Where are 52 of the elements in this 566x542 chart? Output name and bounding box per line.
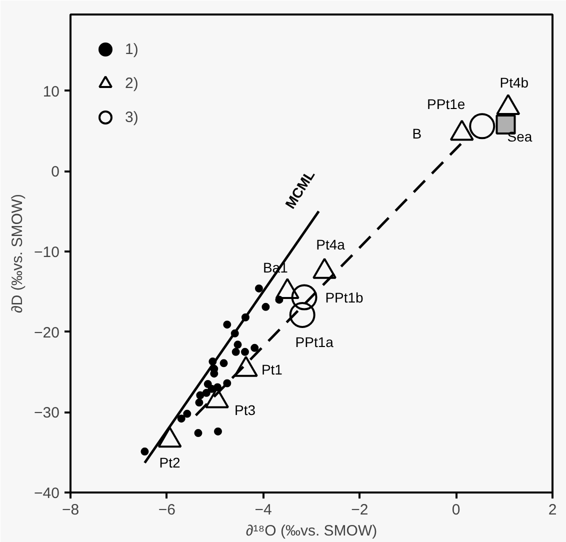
point <box>140 448 149 456</box>
legend-label: 1) <box>125 40 140 58</box>
point <box>223 379 232 388</box>
point <box>254 284 263 292</box>
point <box>202 388 210 397</box>
point <box>240 348 249 356</box>
annotation: Pt2 <box>159 454 181 470</box>
annotation: Pt4b <box>500 74 529 91</box>
y-axis-title: ∂D (‰vs. SMOW) <box>9 194 26 314</box>
annotation: PPt1a <box>295 334 334 350</box>
annotation: PPt1e <box>427 96 466 112</box>
point <box>204 380 212 388</box>
point <box>177 414 186 423</box>
annotation: Pt3 <box>234 402 256 418</box>
annotation: PPt1b <box>325 289 364 306</box>
y-tick-label: 10 <box>42 83 60 100</box>
point <box>230 329 239 338</box>
annotation: B <box>412 125 422 142</box>
x-tick-label: −2 <box>351 502 368 518</box>
point <box>194 429 202 438</box>
annotation: Pt4a <box>316 236 346 253</box>
point <box>241 313 250 322</box>
x-tick-label: 2 <box>548 502 557 518</box>
legend-label: 2) <box>125 74 140 92</box>
point <box>220 359 228 368</box>
y-tick-label: −10 <box>34 244 60 261</box>
point <box>214 383 222 392</box>
x-tick-label: −4 <box>254 502 272 518</box>
point <box>214 427 222 436</box>
point <box>223 320 232 329</box>
x-tick-label: 0 <box>452 502 460 518</box>
point <box>234 340 242 349</box>
point <box>291 284 318 310</box>
x-axis-title: ∂¹⁸O (‰vs. SMOW) <box>246 522 378 540</box>
point <box>275 296 284 304</box>
point <box>183 410 192 418</box>
y-tick-label: −40 <box>34 485 60 502</box>
y-tick-label: −20 <box>34 324 60 342</box>
y-tick-label: 0 <box>51 164 60 181</box>
y-tick-label: −30 <box>34 404 60 422</box>
point <box>250 344 259 352</box>
point <box>232 348 240 356</box>
point <box>289 302 316 328</box>
x-tick-label: −8 <box>62 502 80 518</box>
point <box>196 391 204 400</box>
point <box>262 302 270 311</box>
x-tick-label: −6 <box>158 502 176 518</box>
legend-label: 3) <box>125 108 140 126</box>
point <box>195 398 204 407</box>
point <box>208 358 217 366</box>
annotation: Pt1 <box>261 362 283 378</box>
point <box>469 113 496 140</box>
